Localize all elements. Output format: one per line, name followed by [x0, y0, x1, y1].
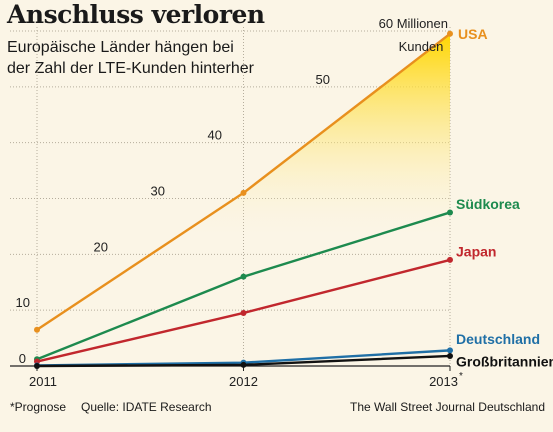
data-point-japan	[240, 309, 247, 316]
chart-subtitle: Europäische Länder hängen bei der Zahl d…	[7, 39, 254, 77]
data-point-s-dkorea	[240, 273, 247, 280]
y-tick-label: 30	[151, 184, 165, 199]
data-point-japan	[447, 256, 453, 263]
x-tick-label: 2012	[229, 374, 258, 389]
y-tick-label: 20	[94, 239, 108, 254]
data-point-gro-britannien	[447, 352, 453, 359]
footnote: *Prognose	[10, 400, 67, 414]
chart-title: Anschluss verloren	[7, 0, 265, 29]
y-tick-label: 0	[19, 351, 26, 366]
series-label-s-dkorea: Südkorea	[456, 196, 520, 212]
data-point-usa	[240, 189, 247, 196]
data-point-usa	[34, 326, 40, 333]
data-point-gro-britannien	[240, 361, 247, 368]
series-label-deutschland: Deutschland	[456, 331, 540, 347]
y-tick-label: 40	[208, 128, 222, 143]
line-chart: 0 10 20 30 40 50 60 Millionen Kunden 2011 2012 201…	[10, 16, 553, 389]
x-tick-label: 2013	[429, 374, 458, 389]
y-tick-label: 50	[316, 72, 330, 87]
series-label-gro-britannien: Großbritannien	[456, 354, 553, 370]
credit: The Wall Street Journal Deutschland	[350, 400, 545, 414]
source-note: Quelle: IDATE Research	[81, 400, 212, 414]
series-label-usa: USA	[458, 26, 488, 42]
usa-area-fill	[37, 33, 450, 330]
x-tick-asterisk: *	[459, 371, 463, 382]
data-point-deutschland	[447, 347, 453, 354]
y-unit-label: Kunden	[399, 39, 444, 54]
y-tick-label: 10	[16, 295, 30, 310]
series-label-japan: Japan	[456, 244, 496, 260]
data-point-s-dkorea	[447, 209, 453, 216]
data-point-gro-britannien	[34, 363, 40, 369]
y-tick-label: 60 Millionen	[379, 16, 448, 31]
data-point-usa	[447, 30, 453, 37]
x-tick-label: 2011	[29, 374, 57, 389]
